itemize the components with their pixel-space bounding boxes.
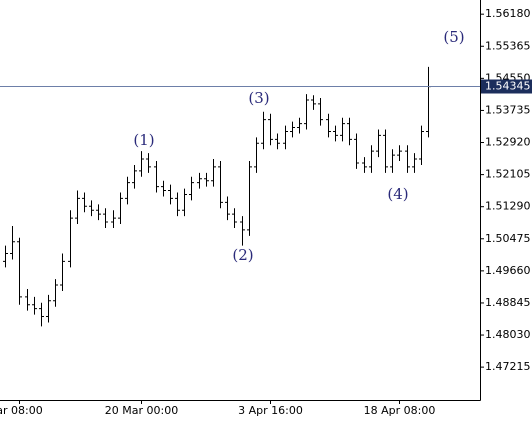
ohlc-bar	[426, 66, 431, 138]
ohlc-bar	[118, 192, 123, 225]
ohlc-bar	[304, 94, 309, 130]
ohlc-bar	[297, 117, 302, 134]
ohlc-bar	[53, 279, 58, 307]
ohlc-bar	[376, 129, 381, 158]
ohlc-bar	[111, 210, 116, 228]
ohlc-bar	[132, 164, 137, 189]
ohlc-bar	[197, 172, 202, 189]
ohlc-bar	[362, 157, 367, 173]
ohlc-bar	[318, 98, 323, 126]
ohlc-bar	[261, 111, 266, 150]
last-price-box	[481, 79, 532, 94]
ohlc-bar	[240, 216, 245, 246]
ohlc-bar	[60, 253, 65, 291]
ohlc-bar	[397, 145, 402, 162]
ohlc-bar	[17, 237, 22, 305]
ohlc-bar	[82, 192, 87, 213]
ohlc-bar	[75, 190, 80, 225]
ohlc-bar	[89, 200, 94, 217]
ohlc-bar	[283, 125, 288, 150]
ohlc-bar	[39, 302, 44, 327]
ohlc-bar	[46, 294, 51, 323]
y-tick-label: 1.52105	[485, 168, 531, 181]
y-tick-label: 1.53735	[485, 103, 531, 116]
y-tick-label: 1.55365	[485, 39, 531, 52]
ohlc-bar	[125, 176, 130, 205]
last-price-label: 1.54345	[485, 80, 531, 93]
ohlc-bar	[311, 95, 316, 110]
ohlc-bar	[10, 225, 15, 260]
ohlc-bar	[161, 180, 166, 197]
ohlc-bar	[168, 184, 173, 205]
ohlc-bar	[333, 125, 338, 142]
y-tick-label: 1.48030	[485, 328, 531, 341]
y-tick-label: 1.49660	[485, 264, 531, 277]
ohlc-bar	[268, 113, 273, 146]
ohlc-bar	[32, 296, 37, 315]
ohlc-bar	[405, 145, 410, 173]
ohlc-bar	[290, 121, 295, 138]
ohlc-bar	[3, 245, 8, 268]
wave-label: (1)	[133, 131, 154, 149]
wave-label: (5)	[443, 28, 464, 46]
ohlc-bar	[225, 196, 230, 221]
ohlc-bar	[232, 208, 237, 228]
ohlc-bar	[247, 161, 252, 236]
y-tick-label: 1.50475	[485, 232, 531, 245]
ohlc-bar	[182, 188, 187, 217]
y-tick-label: 1.47215	[485, 360, 531, 373]
ohlc-bar	[354, 133, 359, 169]
ohlc-bar	[218, 161, 223, 209]
ohlc-bar	[103, 208, 108, 228]
ohlc-bar	[369, 145, 374, 173]
ohlc-bar	[326, 113, 331, 138]
x-tick-label: 20 Mar 00:00	[105, 404, 178, 417]
ohlc-bar	[390, 149, 395, 173]
ohlc-bar	[96, 204, 101, 221]
x-tick-label: 18 Apr 08:00	[364, 404, 436, 417]
ohlc-bar	[383, 129, 388, 173]
y-tick-label: 1.52920	[485, 136, 531, 149]
x-tick-label: 3 Apr 16:00	[238, 404, 303, 417]
ohlc-bar	[211, 159, 216, 187]
ohlc-bar	[175, 192, 180, 217]
wave-label: (3)	[248, 89, 269, 107]
ohlc-bar	[68, 210, 73, 268]
ohlc-bar	[347, 117, 352, 146]
y-tick-label: 1.56180	[485, 7, 531, 20]
wave-label: (4)	[387, 185, 408, 203]
ohlc-bar	[419, 125, 424, 165]
ohlc-bar	[154, 161, 159, 193]
wave-label: (2)	[232, 246, 253, 264]
ohlc-bar	[204, 172, 209, 187]
ohlc-bar	[25, 288, 30, 311]
ohlc-bar	[139, 151, 144, 177]
ohlc-bar	[340, 117, 345, 142]
ohlc-bar	[254, 137, 259, 173]
ohlc-bar	[275, 133, 280, 150]
ohlc-bar	[412, 153, 417, 173]
x-tick-label: ar 08:00	[0, 404, 43, 417]
ohlc-bar	[146, 153, 151, 173]
y-tick-label: 1.48845	[485, 296, 531, 309]
y-tick-label: 1.51290	[485, 200, 531, 213]
ohlc-bar	[189, 176, 194, 201]
